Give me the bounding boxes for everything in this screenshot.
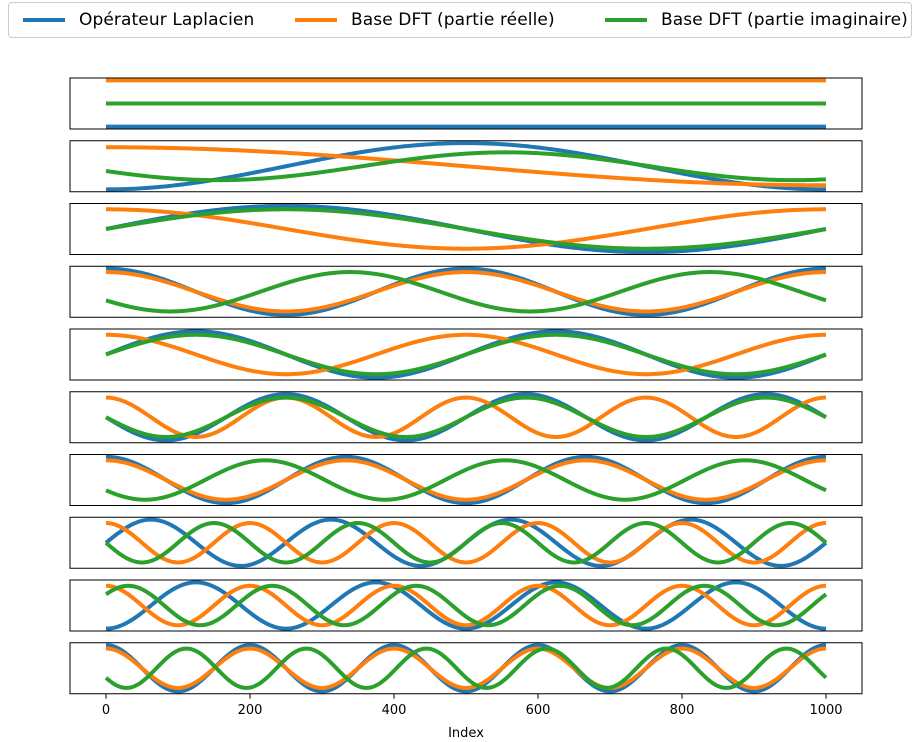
panel-7-series-2 — [104, 521, 828, 565]
panel-7-frame — [69, 516, 863, 569]
panel-6 — [69, 454, 863, 506]
x-tick-label-1: 200 — [238, 703, 263, 718]
panel-9-series-1 — [105, 646, 827, 690]
legend-label-dft-imag: Base DFT (partie imaginaire) — [661, 10, 908, 30]
panel-4 — [69, 328, 863, 381]
legend-swatch-dft-real — [295, 18, 337, 22]
panel-1-series-2 — [105, 150, 827, 183]
panel-1-frame — [69, 140, 863, 193]
panel-5-series-1 — [105, 395, 827, 439]
panel-8-series-2 — [104, 583, 828, 628]
legend-item-laplacian: Opérateur Laplacien — [23, 3, 254, 37]
legend-item-dft-imag: Base DFT (partie imaginaire) — [605, 3, 908, 37]
panel-9-series-2 — [104, 646, 828, 690]
panel-9 — [69, 642, 863, 695]
panel-0-frame — [69, 77, 863, 130]
panel-5-frame — [69, 391, 863, 444]
panel-8-series-1 — [105, 583, 827, 628]
panel-0 — [69, 77, 863, 130]
panel-8-frame — [69, 579, 863, 632]
legend-swatch-laplacian — [23, 18, 65, 22]
x-tick-label-2: 400 — [382, 703, 407, 718]
x-tick-label-4: 800 — [670, 703, 695, 718]
panel-6-series-2 — [105, 458, 827, 502]
panel-2-series-1 — [106, 207, 826, 251]
panel-1 — [69, 140, 863, 193]
panel-1-series-1 — [106, 145, 826, 188]
x-tick-label-3: 600 — [526, 703, 551, 718]
panel-6-series-1 — [105, 458, 827, 502]
panel-6-series-0 — [105, 454, 827, 506]
panel-3-frame — [69, 265, 863, 318]
panel-2-series-2 — [105, 207, 827, 251]
panel-7-series-1 — [105, 521, 827, 565]
panel-4-series-2 — [105, 332, 827, 377]
x-tick-label-5: 1000 — [809, 703, 842, 718]
x-tick-label-0: 0 — [102, 703, 110, 718]
panel-9-frame — [69, 642, 863, 695]
panel-4-series-1 — [105, 332, 827, 377]
panel-2 — [69, 203, 863, 255]
panel-4-frame — [69, 328, 863, 381]
panel-5-series-2 — [105, 395, 827, 439]
panel-5 — [69, 391, 863, 444]
panel-1-series-0 — [106, 141, 826, 192]
legend: Opérateur Laplacien Base DFT (partie rée… — [8, 2, 912, 38]
legend-item-dft-real: Base DFT (partie réelle) — [295, 3, 555, 37]
legend-label-laplacian: Opérateur Laplacien — [79, 10, 255, 30]
x-axis: 0 200 400 600 800 1000 — [102, 693, 843, 718]
panel-2-frame — [69, 203, 863, 255]
panel-7 — [69, 516, 863, 569]
x-axis-label: Index — [448, 726, 484, 741]
legend-swatch-dft-imag — [605, 18, 647, 22]
panel-3-series-2 — [105, 270, 827, 314]
panel-3 — [69, 265, 863, 318]
panel-8 — [69, 579, 863, 632]
panel-6-frame — [69, 454, 863, 506]
panels-group — [69, 77, 863, 695]
legend-label-dft-real: Base DFT (partie réelle) — [351, 10, 555, 30]
